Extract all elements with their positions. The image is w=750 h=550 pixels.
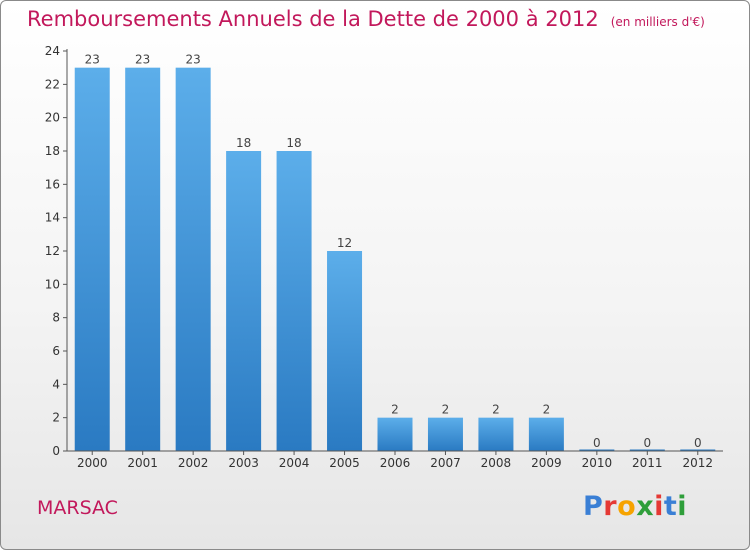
x-tick-label: 2003 (228, 456, 259, 470)
x-tick-label: 2006 (380, 456, 411, 470)
data-label: 0 (694, 436, 702, 450)
y-tick-label: 14 (45, 211, 60, 225)
y-tick-label: 24 (45, 44, 60, 58)
x-tick-label: 2007 (430, 456, 461, 470)
logo-letter: P (583, 491, 604, 522)
commune-name: MARSAC (37, 497, 118, 519)
y-tick-label: 4 (52, 377, 60, 391)
labels-group: 0246810121416182022242000232001232002232… (45, 44, 713, 470)
data-label: 2 (442, 403, 450, 417)
bar (276, 151, 312, 451)
logo-letter: i (654, 491, 664, 522)
proxiti-logo: Proxiti (583, 491, 687, 522)
y-tick-label: 22 (45, 77, 60, 91)
logo-letter: x (636, 491, 655, 522)
y-tick-label: 0 (52, 444, 60, 458)
bar (226, 151, 262, 451)
y-tick-label: 20 (45, 111, 60, 125)
data-label: 18 (236, 136, 251, 150)
data-label: 2 (492, 403, 500, 417)
y-tick-label: 2 (52, 411, 60, 425)
data-label: 2 (391, 403, 399, 417)
data-label: 0 (593, 436, 601, 450)
bar (478, 417, 514, 451)
y-tick-label: 6 (52, 344, 60, 358)
bar (125, 67, 161, 452)
x-tick-label: 2008 (481, 456, 512, 470)
x-tick-label: 2011 (632, 456, 663, 470)
data-label: 2 (543, 403, 551, 417)
x-tick-label: 2012 (682, 456, 713, 470)
x-tick-label: 2001 (127, 456, 158, 470)
y-tick-label: 10 (45, 277, 60, 291)
data-label: 23 (85, 53, 100, 67)
data-label: 12 (337, 236, 352, 250)
x-tick-label: 2005 (329, 456, 360, 470)
bar (629, 449, 665, 451)
axes-group (63, 49, 723, 455)
data-label: 23 (186, 53, 201, 67)
chart-title-text: Remboursements Annuels de la Dette de 20… (27, 7, 599, 31)
bar (175, 67, 211, 452)
y-tick-label: 12 (45, 244, 60, 258)
x-tick-label: 2010 (582, 456, 613, 470)
data-label: 18 (286, 136, 301, 150)
y-tick-label: 18 (45, 144, 60, 158)
bar (377, 417, 413, 451)
y-tick-label: 16 (45, 177, 60, 191)
x-tick-label: 2002 (178, 456, 209, 470)
chart-subtitle: (en milliers d'€) (610, 15, 705, 29)
bars-group (74, 67, 716, 452)
logo-letter: t (663, 491, 678, 522)
logo-letter: r (603, 491, 618, 522)
bar (579, 449, 615, 451)
logo-letter: o (617, 491, 637, 522)
bar (74, 67, 110, 452)
chart-title: Remboursements Annuels de la Dette de 20… (27, 7, 705, 31)
x-tick-label: 2009 (531, 456, 562, 470)
bar (528, 417, 564, 451)
bar (680, 449, 716, 451)
logo-letter: i (677, 491, 688, 522)
bar (327, 251, 363, 451)
x-tick-label: 2000 (77, 456, 108, 470)
x-tick-label: 2004 (279, 456, 310, 470)
bar (427, 417, 463, 451)
y-tick-label: 8 (52, 311, 60, 325)
data-label: 23 (135, 53, 150, 67)
data-label: 0 (643, 436, 651, 450)
